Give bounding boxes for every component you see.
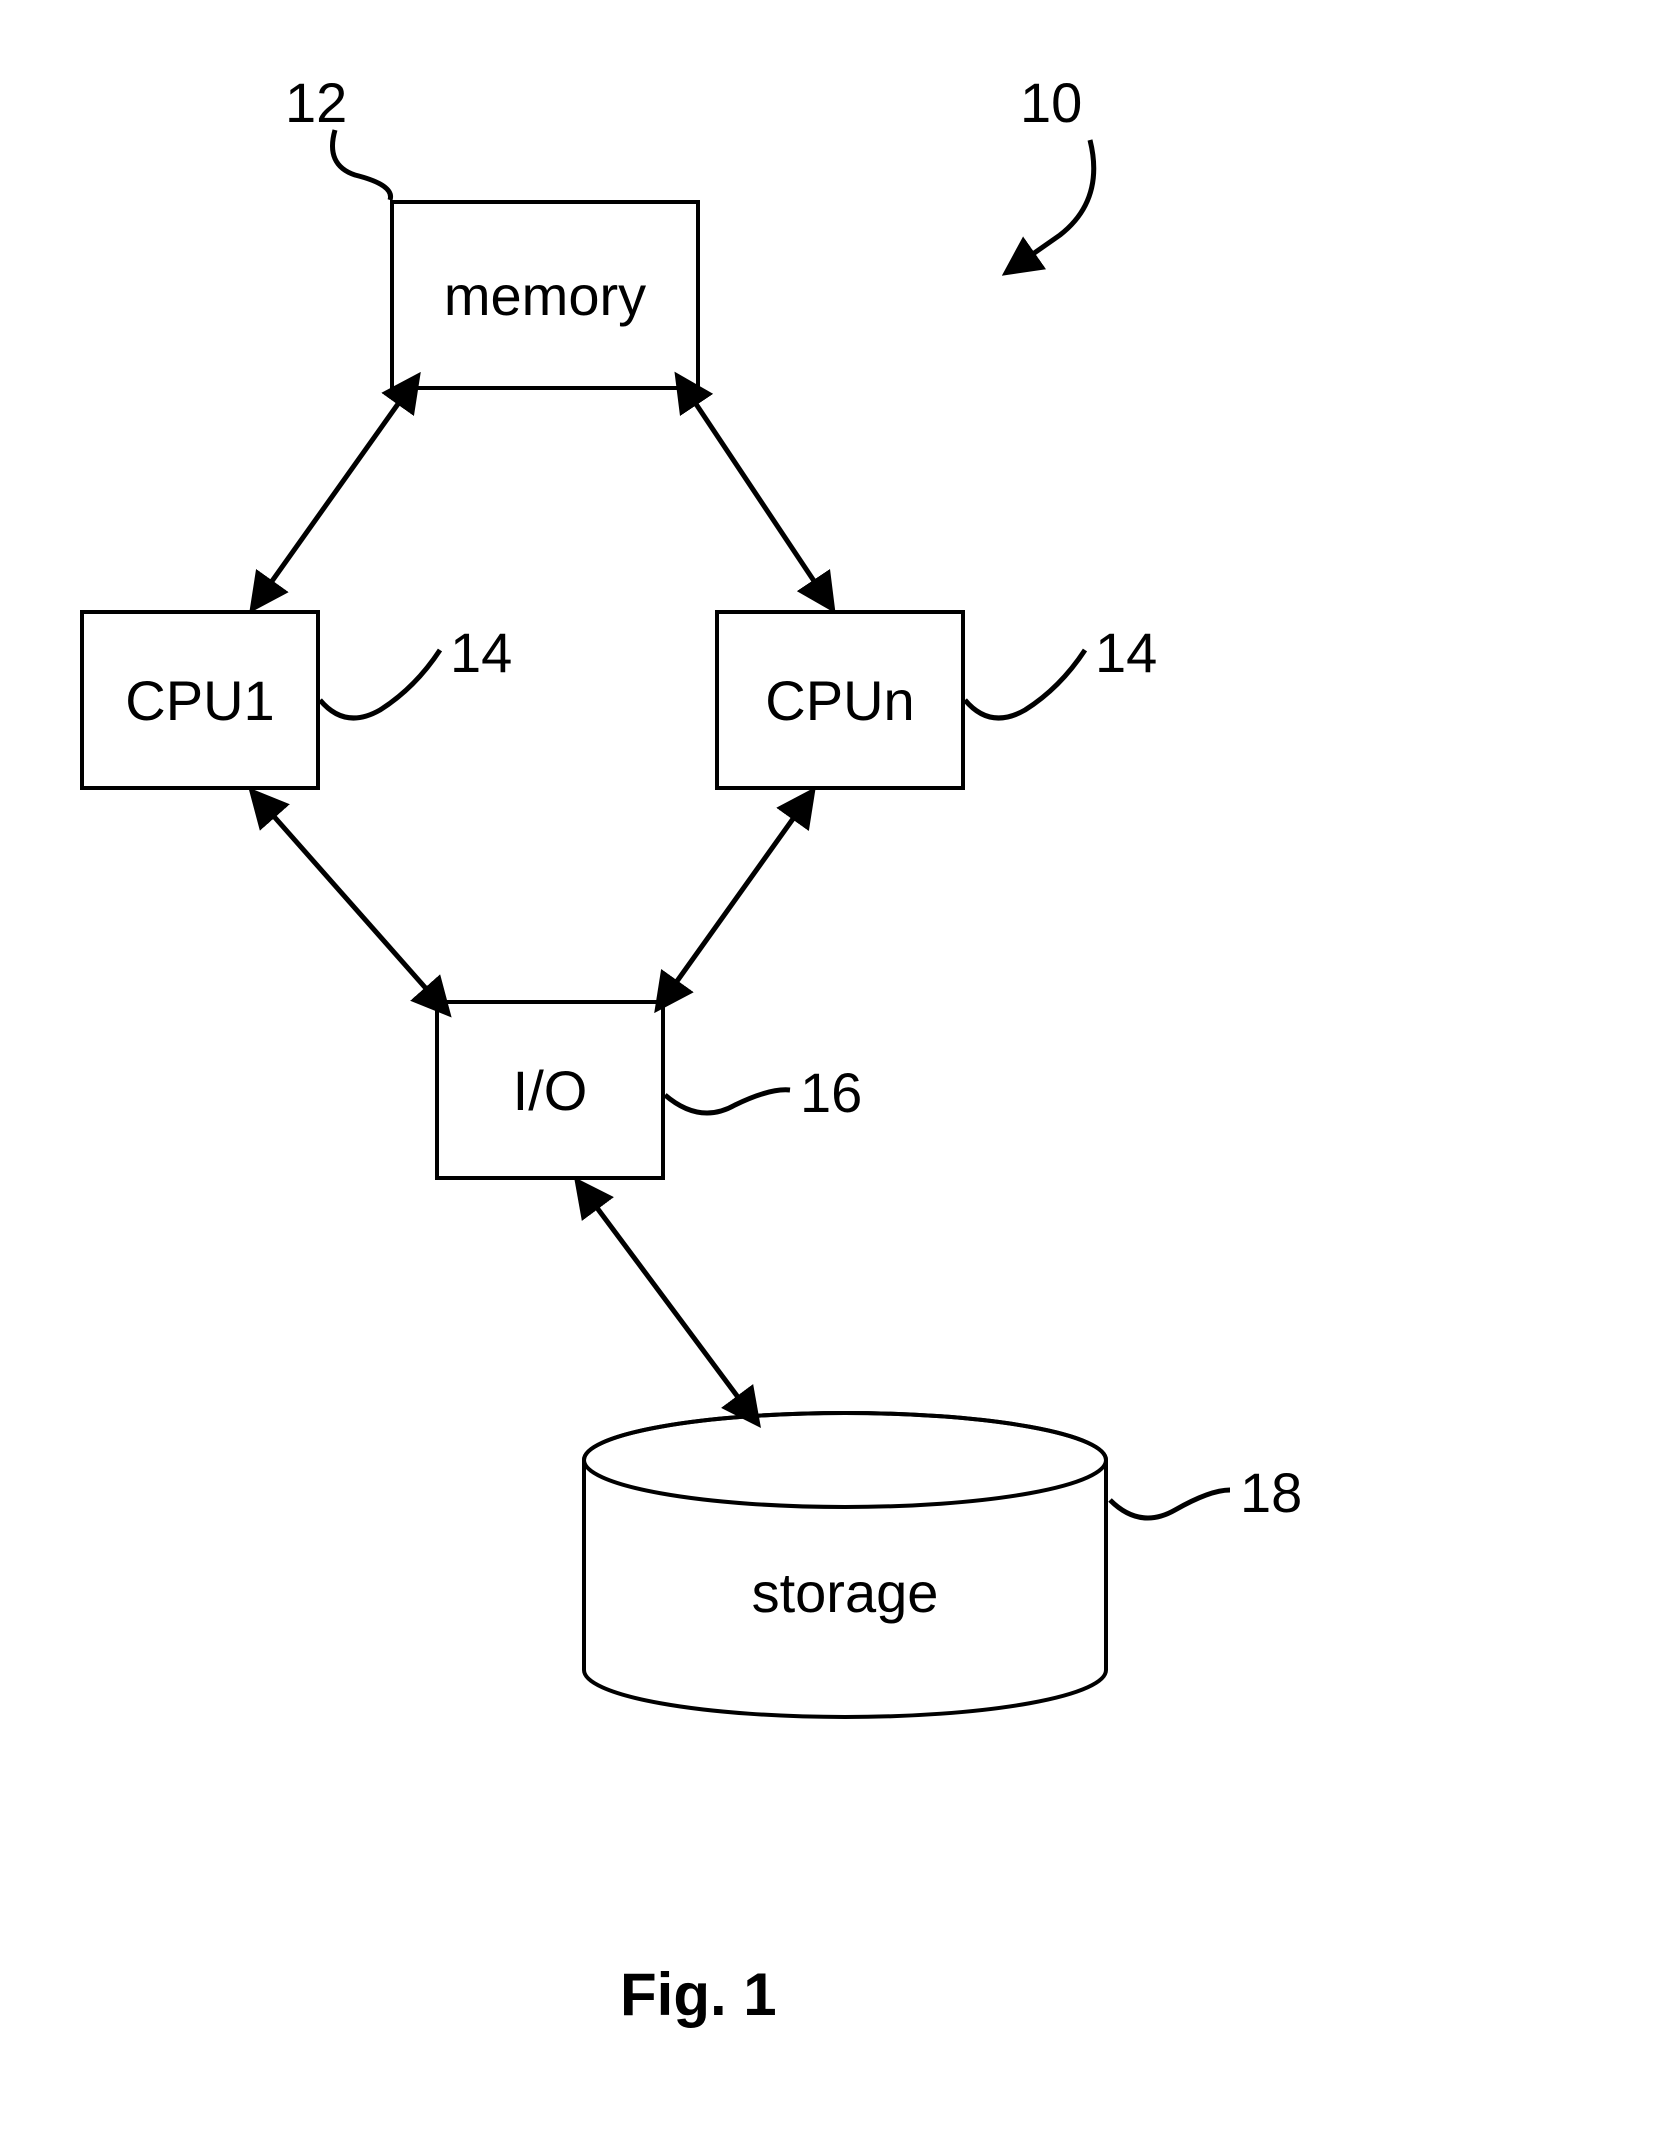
squiggle-io bbox=[665, 1090, 790, 1113]
figure-caption: Fig. 1 bbox=[620, 1960, 777, 2029]
cpun-node-label: CPUn bbox=[765, 668, 914, 733]
squiggle-cpun bbox=[965, 650, 1085, 718]
memory-node: memory bbox=[390, 200, 700, 390]
edge-memory-cpu1 bbox=[255, 380, 415, 605]
ref-label-18: 18 bbox=[1240, 1460, 1302, 1525]
cpu1-node-label: CPU1 bbox=[125, 668, 274, 733]
cpun-node: CPUn bbox=[715, 610, 965, 790]
ref-label-14-cpu1: 14 bbox=[450, 620, 512, 685]
io-node-label: I/O bbox=[513, 1058, 588, 1123]
edge-memory-cpun bbox=[680, 380, 830, 605]
storage-node-label: storage bbox=[580, 1560, 1110, 1625]
edge-cpun-io bbox=[660, 795, 810, 1005]
edge-io-storage bbox=[580, 1185, 755, 1420]
ref-label-10: 10 bbox=[1020, 70, 1082, 135]
squiggle-memory bbox=[333, 130, 391, 200]
memory-node-label: memory bbox=[444, 263, 646, 328]
io-node: I/O bbox=[435, 1000, 665, 1180]
ref-label-16: 16 bbox=[800, 1060, 862, 1125]
cpu1-node: CPU1 bbox=[80, 610, 320, 790]
system-ref-arrow bbox=[1010, 140, 1094, 270]
ref-label-14-cpun: 14 bbox=[1095, 620, 1157, 685]
squiggle-cpu1 bbox=[320, 650, 440, 718]
edge-cpu1-io bbox=[255, 795, 445, 1010]
squiggle-storage bbox=[1110, 1490, 1230, 1518]
ref-label-12: 12 bbox=[285, 70, 347, 135]
system-architecture-diagram: memory CPU1 CPUn I/O storage 12 14 14 16… bbox=[0, 0, 1666, 2154]
storage-node: storage bbox=[580, 1410, 1110, 1720]
